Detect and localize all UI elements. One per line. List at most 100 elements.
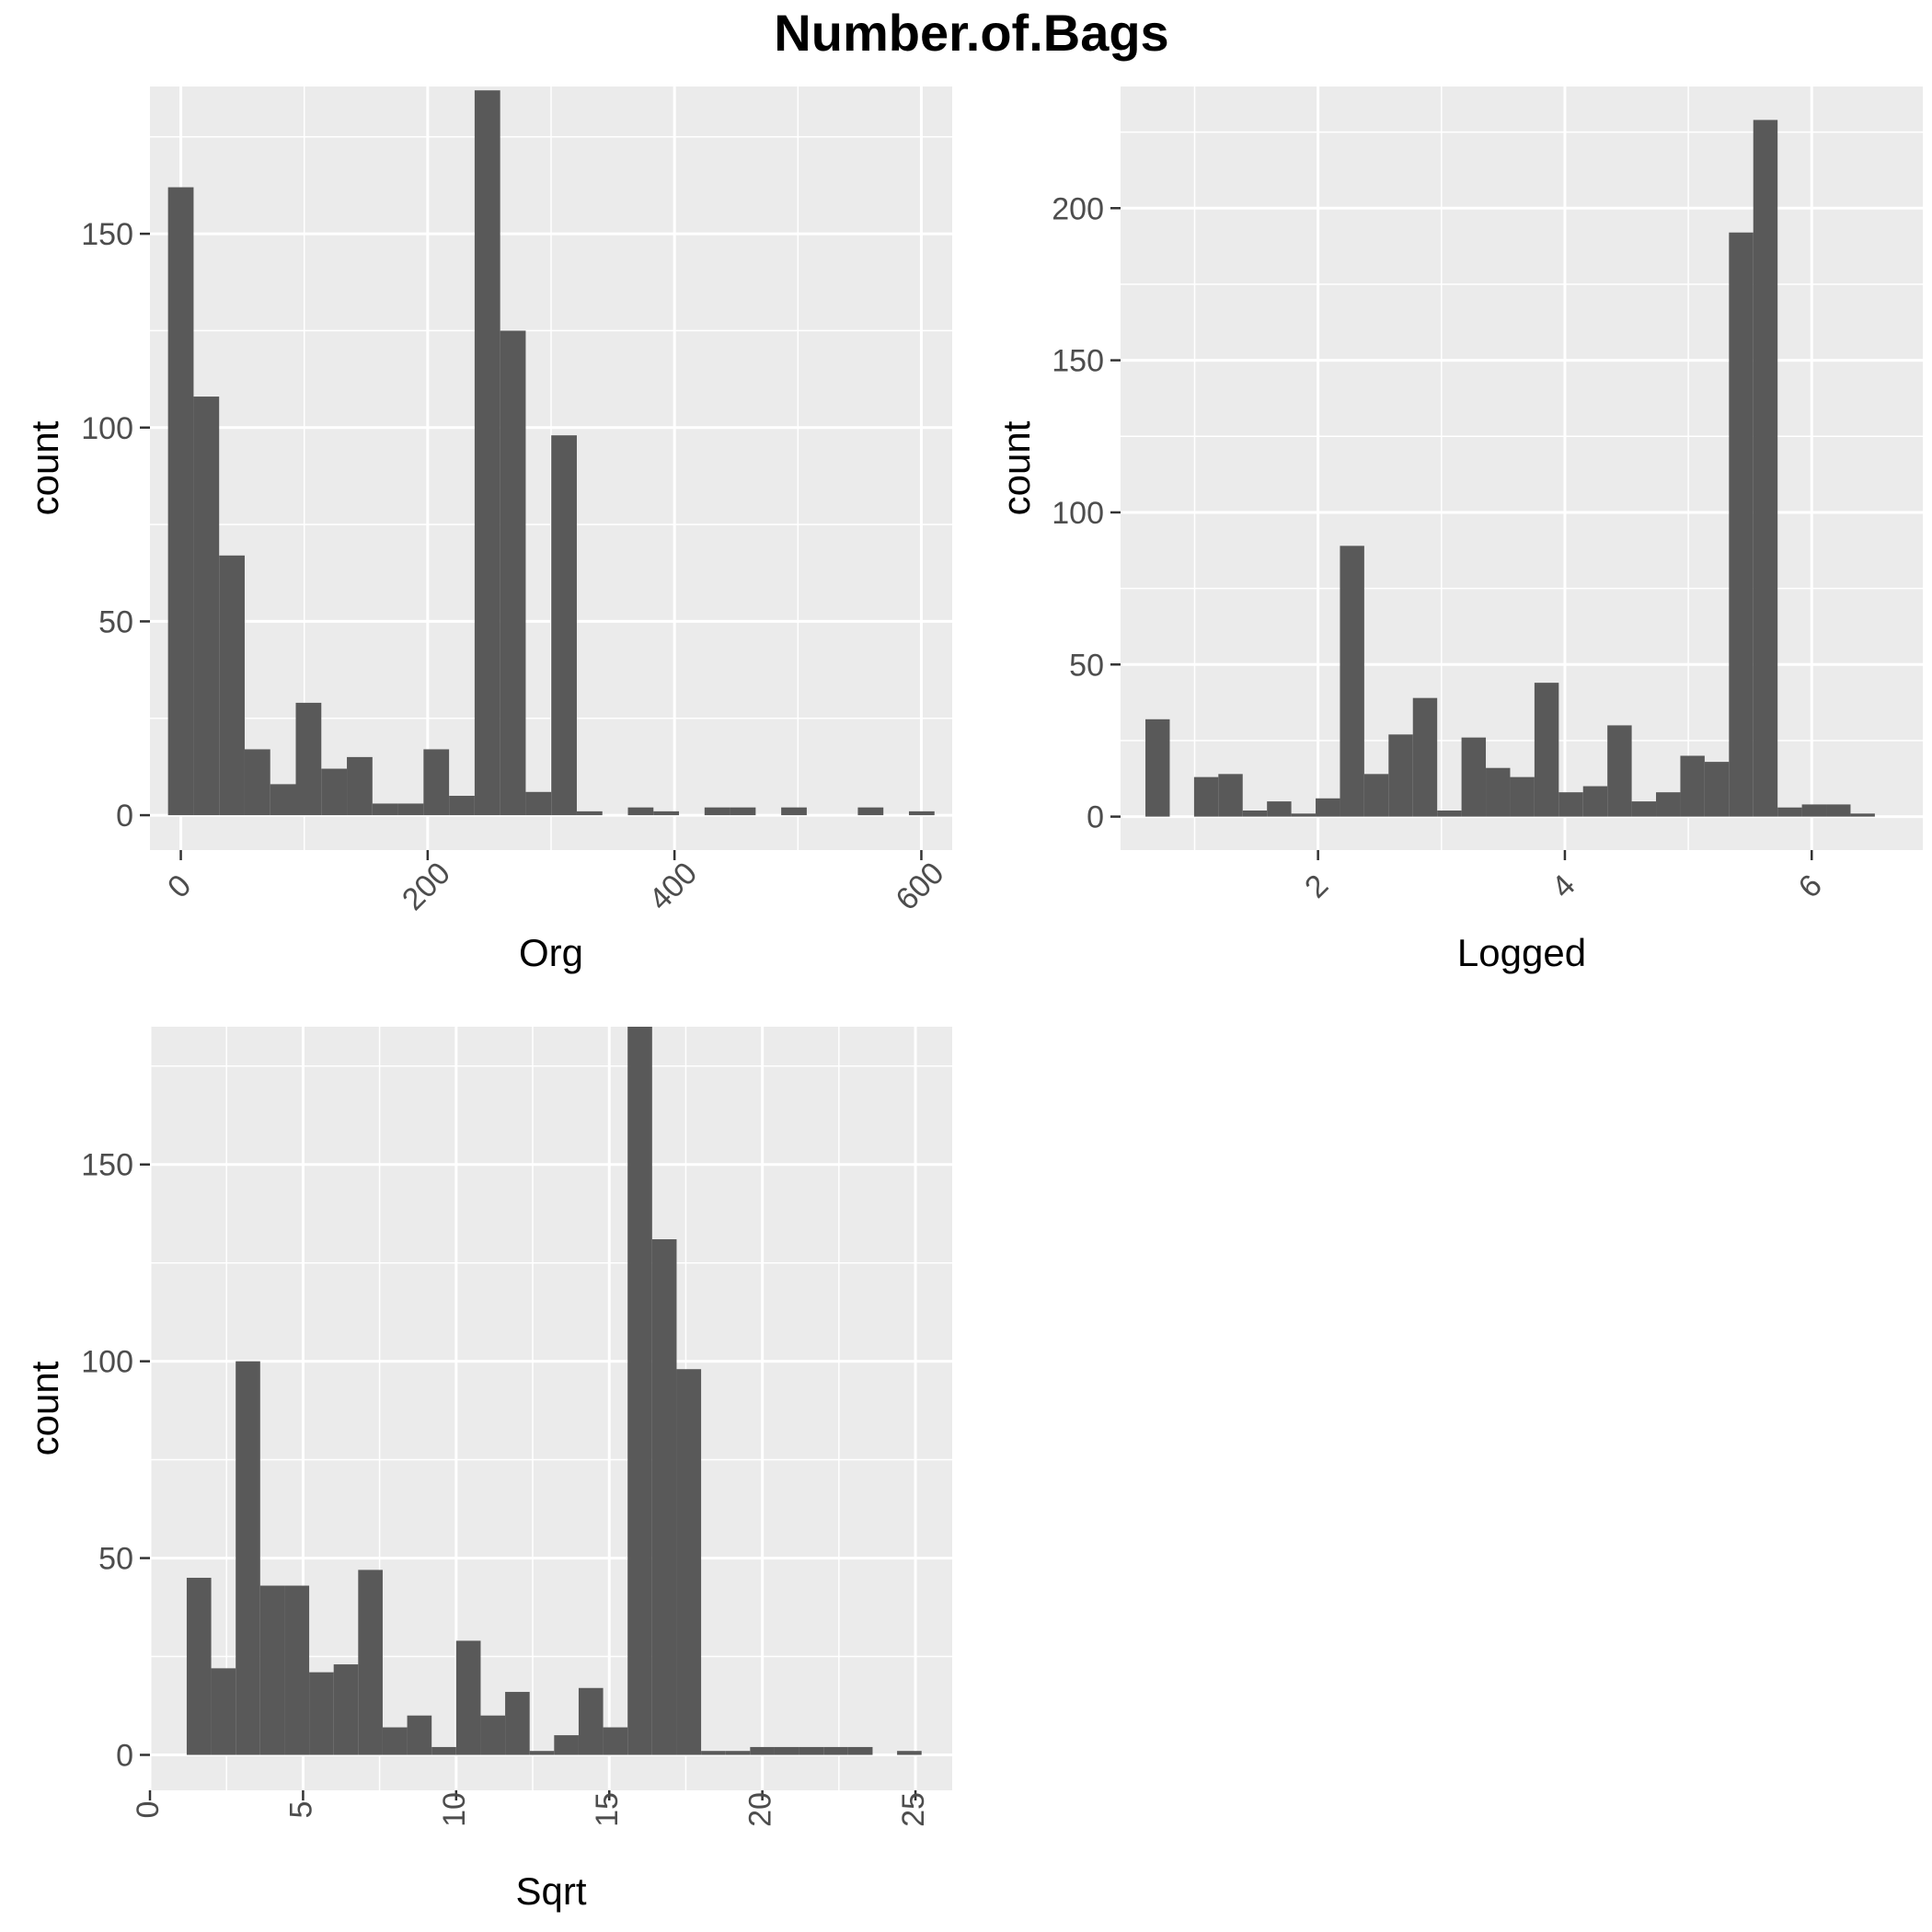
panel-sqrt: 0 50 100 150 0 5 10 15 20 25 Sqrt count <box>23 1027 952 1913</box>
logged-histogram-bar <box>1145 719 1170 817</box>
sqrt-histogram-bar <box>309 1672 334 1755</box>
org-histogram-bar <box>295 702 322 816</box>
logged-histogram-bar <box>1534 683 1559 817</box>
logged-panel-background <box>1121 86 1923 850</box>
org-x-tick-label: 200 <box>396 856 457 917</box>
sqrt-y-axis-title: count <box>23 1361 66 1455</box>
org-histogram-bar <box>500 330 526 816</box>
org-histogram-bar <box>423 749 450 816</box>
logged-histogram-bar <box>1680 755 1705 817</box>
sqrt-y-tick-label: 50 <box>98 1542 133 1577</box>
sqrt-histogram-bar <box>774 1746 799 1755</box>
sqrt-histogram-bar <box>529 1751 555 1755</box>
logged-x-tick-label: 2 <box>1298 868 1335 904</box>
figure-title: Number.of.Bags <box>774 4 1168 62</box>
logged-y-axis-title: count <box>995 420 1038 515</box>
org-histogram-bar <box>730 807 756 816</box>
sqrt-histogram-bar <box>259 1585 285 1755</box>
sqrt-histogram-bar <box>627 1027 652 1755</box>
org-y-tick-label: 150 <box>81 217 133 252</box>
sqrt-histogram-bar <box>897 1751 922 1755</box>
org-histogram-bar <box>704 807 730 816</box>
logged-histogram-bar <box>1826 804 1851 817</box>
logged-histogram-bar <box>1340 546 1364 817</box>
sqrt-histogram-bar <box>651 1239 677 1755</box>
org-histogram-bar <box>347 756 373 816</box>
sqrt-histogram-bar <box>750 1746 775 1755</box>
logged-histogram-bar <box>1437 811 1462 817</box>
logged-x-tick-label: 4 <box>1545 868 1581 904</box>
sqrt-histogram-bar <box>407 1715 432 1755</box>
logged-histogram-bar <box>1558 792 1583 817</box>
logged-x-axis-title: Logged <box>1457 931 1586 974</box>
logged-histogram-bar <box>1267 801 1292 817</box>
sqrt-x-tick-label: 0 <box>131 1801 166 1819</box>
org-histogram-bar <box>551 435 577 816</box>
logged-histogram-bar <box>1510 776 1535 817</box>
logged-y-tick-label: 150 <box>1052 344 1104 379</box>
sqrt-histogram-bar <box>211 1668 236 1755</box>
org-y-tick-label: 100 <box>81 411 133 446</box>
org-x-tick-label: 600 <box>890 856 951 917</box>
logged-histogram-bar <box>1850 813 1875 817</box>
sqrt-histogram-bar <box>455 1640 481 1755</box>
logged-histogram-bar <box>1801 804 1827 817</box>
logged-histogram-bar <box>1388 734 1413 817</box>
sqrt-histogram-bar <box>554 1735 579 1755</box>
org-histogram-bar <box>270 784 296 816</box>
sqrt-x-tick-label: 20 <box>743 1792 778 1827</box>
panel-logged: 0 50 100 150 200 2 4 6 Logged count <box>995 86 1923 974</box>
sqrt-histogram-bar <box>236 1361 260 1755</box>
logged-histogram-bar <box>1753 120 1778 817</box>
sqrt-histogram-bar <box>578 1687 604 1755</box>
org-histogram-bar <box>219 555 245 816</box>
sqrt-histogram-bar <box>431 1746 456 1755</box>
org-x-tick-label: 400 <box>642 856 704 917</box>
sqrt-y-tick-label: 100 <box>81 1345 133 1380</box>
org-histogram-bar <box>449 796 475 816</box>
org-histogram-bar <box>525 791 552 816</box>
sqrt-histogram-bar <box>725 1751 751 1755</box>
sqrt-x-tick-label: 25 <box>896 1792 931 1827</box>
sqrt-histogram-bar <box>358 1570 383 1755</box>
org-histogram-bar <box>397 803 424 816</box>
org-histogram-bar <box>321 768 348 816</box>
logged-y-tick-label: 0 <box>1087 800 1104 835</box>
org-histogram-bar <box>781 807 807 816</box>
org-histogram-bar <box>372 803 398 816</box>
logged-histogram-bar <box>1461 737 1487 817</box>
org-x-tick-label: 0 <box>161 868 198 904</box>
logged-histogram-bar <box>1218 774 1243 817</box>
org-y-tick-label: 50 <box>98 604 133 639</box>
sqrt-histogram-bar <box>701 1751 726 1755</box>
org-histogram-bar <box>857 807 884 816</box>
logged-histogram-bar <box>1582 786 1608 817</box>
logged-histogram-bar <box>1291 813 1317 817</box>
sqrt-x-axis-title: Sqrt <box>515 1869 586 1913</box>
org-histogram-bar <box>653 811 680 816</box>
sqrt-histogram-bar <box>186 1577 212 1755</box>
sqrt-y-tick-label: 150 <box>81 1148 133 1183</box>
logged-histogram-bar <box>1316 798 1340 817</box>
panel-org: 0 50 100 150 0 200 400 600 Org count <box>23 86 952 974</box>
logged-histogram-bar <box>1777 807 1802 817</box>
logged-histogram-bar <box>1656 792 1681 817</box>
logged-histogram-bar <box>1486 767 1511 817</box>
org-histogram-bar <box>908 811 935 816</box>
sqrt-histogram-bar <box>505 1692 530 1755</box>
logged-histogram-bar <box>1631 801 1657 817</box>
sqrt-histogram-bar <box>603 1727 628 1755</box>
logged-y-tick-label: 50 <box>1069 648 1104 683</box>
org-x-axis-title: Org <box>519 931 583 974</box>
sqrt-histogram-bar <box>676 1369 702 1755</box>
logged-histogram-bar <box>1193 776 1219 817</box>
org-histogram-bar <box>627 807 654 816</box>
org-histogram-bar <box>474 90 500 816</box>
sqrt-histogram-bar <box>382 1727 408 1755</box>
org-y-axis-title: count <box>23 420 66 515</box>
logged-histogram-bar <box>1363 774 1389 817</box>
sqrt-x-tick-label: 5 <box>283 1801 318 1819</box>
logged-histogram-bar <box>1412 697 1438 817</box>
logged-histogram-bar <box>1242 811 1268 817</box>
sqrt-y-tick-label: 0 <box>116 1738 133 1773</box>
